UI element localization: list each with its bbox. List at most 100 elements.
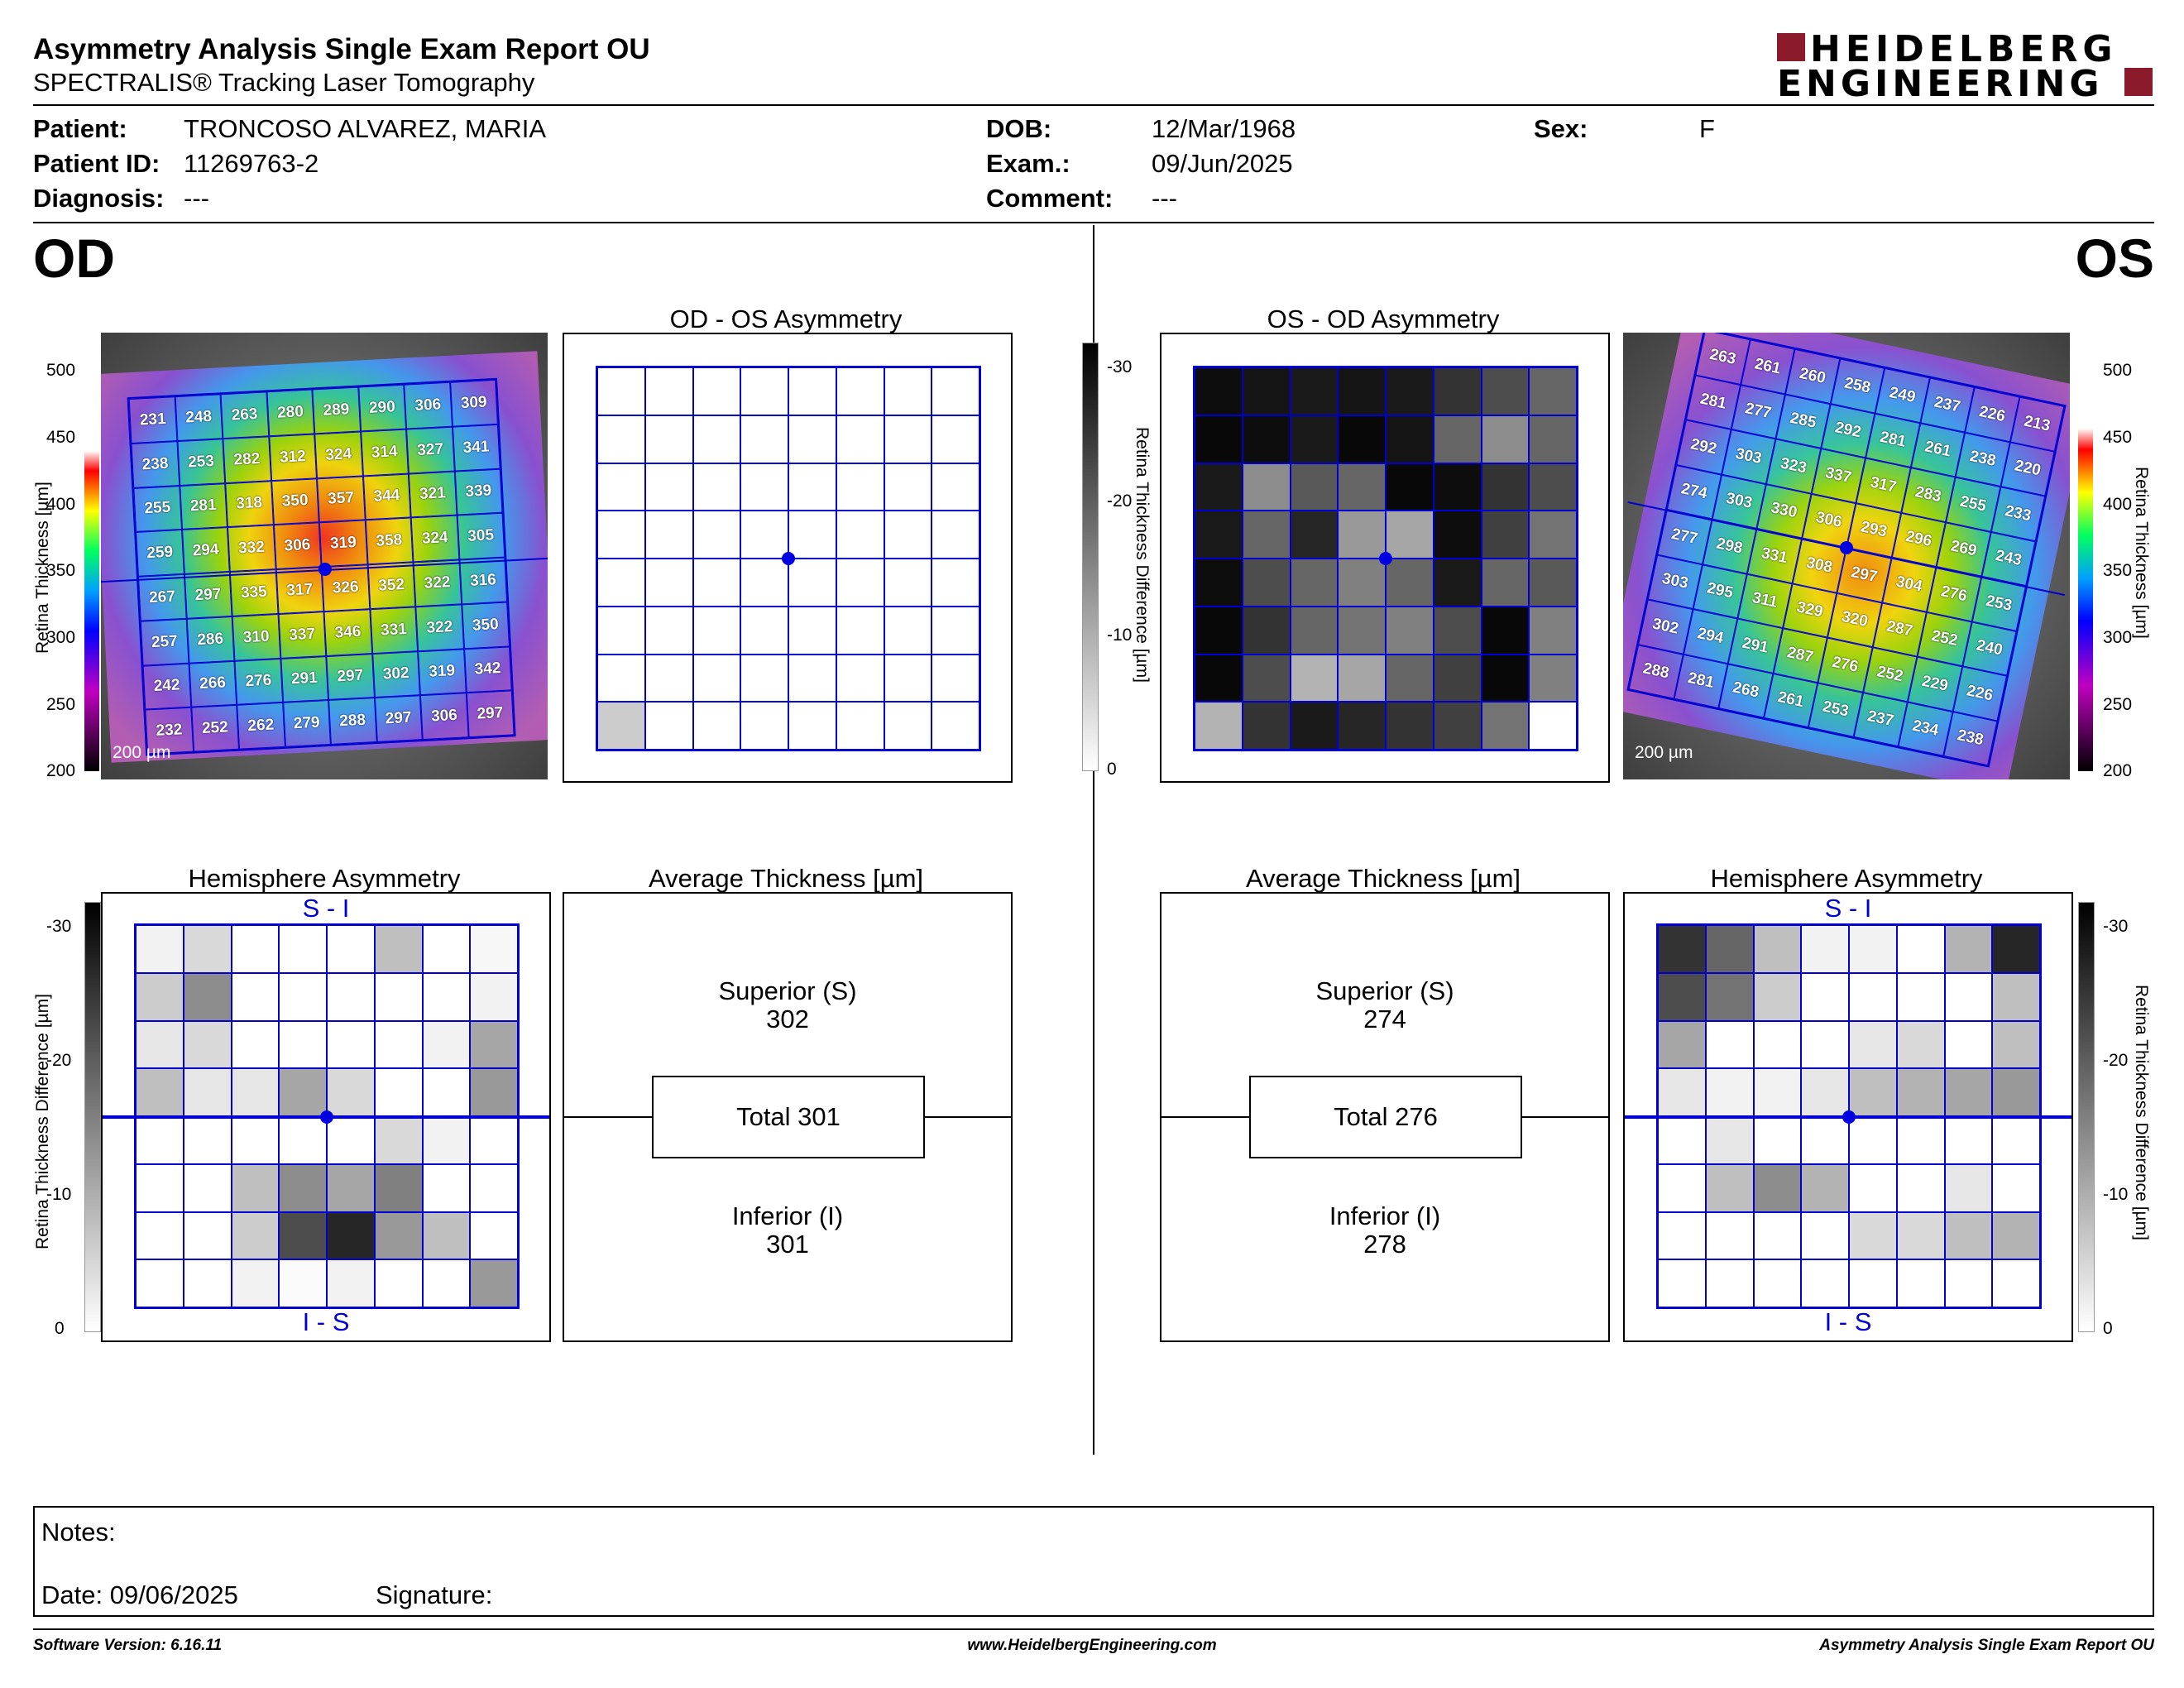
od-thickness-cell: 242 [142, 663, 191, 710]
od-asym-grid [596, 366, 981, 751]
os-asym-cell [1433, 367, 1482, 415]
os-hemi-cell [1992, 972, 2040, 1021]
os-hemi-cell [1944, 925, 1993, 973]
comment-label: Comment: [986, 184, 1114, 213]
od-thickness-cell: 248 [175, 394, 223, 441]
os-scale-bar: 200 µm [1635, 743, 1693, 762]
os-asym-cell [1195, 463, 1243, 511]
od-hemi-cell [374, 925, 423, 973]
os-avg-panel: Superior (S) 274 Total 276 Inferior (I) … [1160, 892, 1610, 1342]
od-hemi-fovea [320, 1110, 333, 1124]
od-thickness-cell: 352 [367, 562, 416, 609]
os-hemi-cell [1992, 925, 2040, 973]
od-hemi-cell [183, 1068, 232, 1116]
exam-label: Exam.: [986, 149, 1070, 178]
od-asym-cell [932, 559, 979, 607]
os-asym-cell [1242, 702, 1291, 750]
od-thickness-cell: 344 [362, 473, 411, 520]
od-asym-cell [788, 702, 836, 750]
od-hemi-cell [136, 1163, 184, 1212]
os-hemi-cell [1849, 1211, 1897, 1260]
os-hemi-cell [1705, 1116, 1754, 1164]
od-asym-cell [884, 511, 932, 559]
od-hemi-cell [231, 1211, 280, 1260]
os-asym-cell [1433, 415, 1482, 463]
od-thickness-cell: 317 [275, 567, 324, 614]
os-hemi-tick-20: -20 [2103, 1051, 2129, 1070]
website-link[interactable]: www.HeidelbergEngineering.com [967, 1637, 1217, 1654]
od-hemi-cell [231, 1259, 280, 1307]
os-asym-grid [1193, 366, 1578, 751]
od-thickness-cell: 324 [410, 515, 459, 563]
od-thickness-cell: 291 [280, 655, 329, 703]
od-hemi-cell [327, 925, 375, 973]
os-asym-cell [1290, 606, 1339, 655]
os-asym-cell [1481, 702, 1530, 750]
os-asym-cell [1433, 463, 1482, 511]
od-hemi-cell [374, 972, 423, 1021]
od-hemi-cell [327, 1068, 375, 1116]
os-hemi-tick-0: 0 [2103, 1319, 2113, 1338]
od-asym-title: OD - OS Asymmetry [669, 305, 903, 333]
od-hemi-cell [136, 1211, 184, 1260]
od-avg-panel: Superior (S) 302 Total 301 Inferior (I) … [563, 892, 1013, 1342]
od-asym-cell [884, 606, 932, 655]
od-thickness-cell: 319 [318, 520, 368, 568]
od-hemi-cell [136, 1020, 184, 1069]
os-hemi-cell [1705, 1020, 1754, 1069]
os-hemi-cell [1849, 925, 1897, 973]
os-hemi-cell [1705, 1211, 1754, 1260]
top-diff-colorbar [1082, 343, 1099, 771]
os-asym-panel [1160, 333, 1610, 783]
os-asym-cell [1529, 415, 1577, 463]
od-hemi-cell [470, 1211, 518, 1260]
od-hemi-cell [231, 1068, 280, 1116]
od-hemi-cell [374, 1211, 423, 1260]
os-hemi-cell [1753, 925, 1802, 973]
logo-line2: ENGINEERING [1777, 63, 2104, 105]
od-hemi-cell [470, 1020, 518, 1069]
od-asym-panel [563, 333, 1013, 783]
os-hemi-cell [1658, 1068, 1706, 1116]
os-asym-cell [1433, 654, 1482, 703]
logo-square-top [1777, 33, 1805, 61]
od-asym-cell [692, 415, 741, 463]
os-hemi-cell [1944, 1116, 1993, 1164]
od-asym-cell [836, 606, 884, 655]
od-avg-title: Average Thickness [µm] [648, 864, 924, 893]
notes-box[interactable]: Notes: Date: 09/06/2025 Signature: [33, 1506, 2154, 1617]
os-hemi-cell [1801, 1020, 1849, 1069]
od-asym-cell [597, 463, 645, 511]
od-asym-cell [644, 654, 693, 703]
od-asym-cell [597, 606, 645, 655]
os-hemi-cell [1896, 1259, 1945, 1307]
os-asym-cell [1338, 702, 1386, 750]
od-hemi-cell [279, 1163, 327, 1212]
od-hemi-cell [470, 972, 518, 1021]
os-hemi-cell [1753, 1116, 1802, 1164]
od-asym-cell [692, 654, 741, 703]
od-hemi-cell [374, 1116, 423, 1164]
od-hemi-cell [136, 1116, 184, 1164]
od-hemi-cell [136, 972, 184, 1021]
os-asym-cell [1481, 559, 1530, 607]
od-thickness-cell: 297 [326, 653, 375, 701]
os-asym-cell [1386, 415, 1434, 463]
od-asym-cell [740, 415, 788, 463]
exam-date: 09/Jun/2025 [1152, 149, 1293, 178]
od-asym-cell [597, 415, 645, 463]
od-hemi-cell [183, 1163, 232, 1212]
os-asym-cell [1338, 415, 1386, 463]
od-thickness-cell: 350 [271, 477, 319, 525]
os-eye-label: OS [2075, 228, 2154, 289]
od-thickness-cell: 262 [237, 703, 285, 750]
od-hemi-cell [183, 1020, 232, 1069]
patient-divider [33, 222, 2154, 223]
os-hemi-cell [1944, 972, 1993, 1021]
os-asym-cell [1529, 511, 1577, 559]
os-asym-cell [1481, 511, 1530, 559]
od-hemi-cell [136, 925, 184, 973]
od-asym-cell [644, 511, 693, 559]
os-hemi-cell [1992, 1068, 2040, 1116]
od-thickness-cell: 341 [452, 424, 500, 472]
